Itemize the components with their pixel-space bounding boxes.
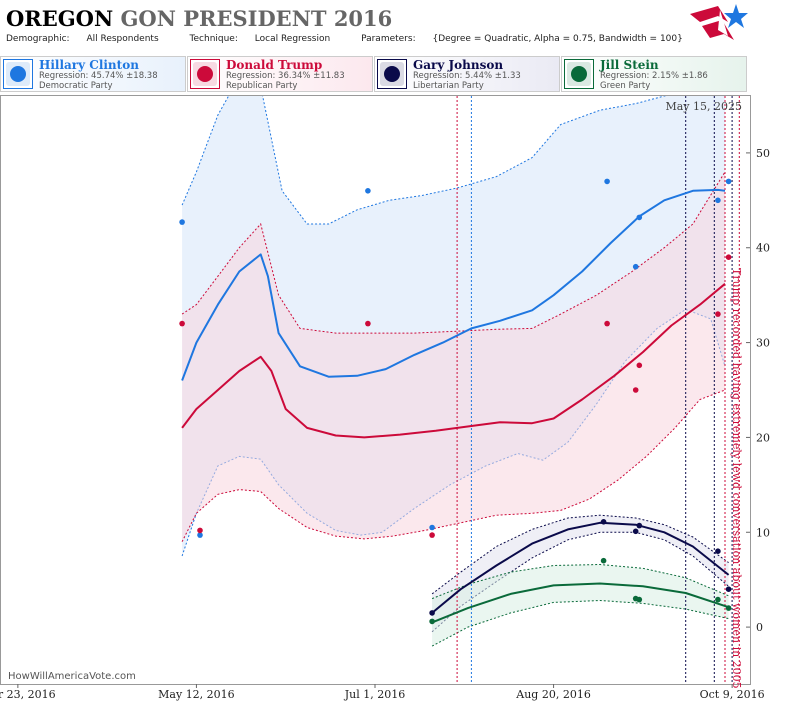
- technique: Technique: Local Regression: [189, 34, 331, 44]
- candidate-name: Donald Trump: [226, 58, 323, 72]
- x-tick-label: Aug 20, 2016: [515, 688, 591, 701]
- poll-point-donald-trump: [632, 387, 639, 393]
- poll-point-hillary-clinton: [429, 524, 435, 531]
- poll-point-hillary-clinton: [604, 178, 610, 185]
- poll-point-donald-trump: [715, 311, 721, 317]
- candidate-card-stein: Jill Stein Regression: 2.15% ±1.86 Green…: [561, 56, 747, 92]
- candidate-name: Hillary Clinton: [39, 58, 139, 72]
- poll-point-donald-trump: [725, 254, 732, 260]
- poll-point-hillary-clinton: [179, 219, 185, 225]
- watermark: HowWillAmericaVote.com: [8, 671, 136, 682]
- upper-bound-gary-johnson: [431, 514, 729, 595]
- rose-icon: [564, 59, 594, 89]
- title-state: OREGON: [6, 6, 114, 31]
- poll-point-donald-trump: [197, 527, 203, 534]
- elephant-icon: [190, 59, 220, 89]
- band-donald-trump: [182, 171, 726, 542]
- poll-point-donald-trump: [604, 320, 610, 327]
- poll-point-gary-johnson: [636, 522, 643, 529]
- candidate-name: Jill Stein: [600, 58, 659, 72]
- y-tick-label: 30: [756, 337, 770, 350]
- regression-line-hillary-clinton: [181, 188, 726, 381]
- statue-of-liberty-icon: [377, 59, 407, 89]
- x-tick-label: Jul 1, 2016: [344, 688, 406, 701]
- poll-point-gary-johnson: [715, 548, 721, 554]
- upper-bound-hillary-clinton: [181, 96, 666, 225]
- regression-lines: [181, 188, 730, 624]
- poll-point-jill-stein: [725, 605, 732, 611]
- poll-point-hillary-clinton: [715, 197, 721, 204]
- poll-point-donald-trump: [429, 532, 435, 538]
- poll-point-gary-johnson: [632, 528, 639, 535]
- candidate-name: Gary Johnson: [413, 58, 504, 72]
- candidate-regression: Regression: 5.44% ±1.33: [413, 71, 521, 81]
- poll-point-hillary-clinton: [636, 214, 643, 221]
- regression-line-jill-stein: [431, 582, 729, 624]
- demographic: Demographic: All Respondents: [6, 34, 159, 44]
- candidate-regression: Regression: 36.34% ±11.83: [226, 71, 345, 81]
- band-gary-johnson: [432, 515, 729, 632]
- x-tick-label: Mar 23, 2016: [0, 688, 56, 701]
- band-jill-stein: [432, 564, 729, 647]
- candidate-party: Green Party: [600, 81, 651, 91]
- title-race: GON PRESIDENT 2016: [120, 6, 393, 31]
- poll-point-gary-johnson: [600, 519, 607, 525]
- poll-point-donald-trump: [636, 362, 643, 369]
- candidate-party: Democratic Party: [39, 81, 113, 91]
- poll-point-hillary-clinton: [365, 188, 371, 194]
- poll-points: [179, 178, 732, 625]
- parameters-line: Demographic: All Respondents Technique: …: [6, 34, 711, 44]
- candidate-card-johnson: Gary Johnson Regression: 5.44% ±1.33 Lib…: [374, 56, 560, 92]
- upper-bound-jill-stein: [431, 563, 729, 600]
- lower-bound-donald-trump: [181, 389, 726, 542]
- y-tick-label: 0: [756, 621, 763, 634]
- candidate-regression: Regression: 45.74% ±18.38: [39, 71, 158, 81]
- poll-point-donald-trump: [365, 320, 371, 327]
- poll-point-gary-johnson: [429, 610, 435, 616]
- candidate-card-trump: Donald Trump Regression: 36.34% ±11.83 R…: [187, 56, 373, 92]
- poll-point-gary-johnson: [725, 586, 732, 592]
- x-tick-label: Oct 9, 2016: [700, 688, 765, 701]
- poll-point-hillary-clinton: [197, 532, 203, 538]
- site-logo-icon: [690, 4, 748, 40]
- confidence-bands: [181, 96, 729, 647]
- poll-point-jill-stein: [429, 618, 435, 625]
- x-axis: Mar 23, 2016 May 12, 2016 Jul 1, 2016 Aug 2…: [0, 684, 765, 701]
- y-tick-label: 50: [756, 147, 770, 160]
- y-tick-label: 20: [756, 431, 770, 444]
- poll-point-hillary-clinton: [725, 178, 732, 185]
- donkey-icon: [3, 59, 33, 89]
- event-annotation: Trump recorded having extremely lewd con…: [730, 268, 743, 689]
- candidate-party: Republican Party: [226, 81, 298, 91]
- y-axis: 0 10 20 30 40 50: [746, 147, 770, 634]
- regression-line-donald-trump: [181, 283, 726, 439]
- date-stamp: May 15, 2025: [665, 100, 742, 113]
- regression-line-gary-johnson: [431, 521, 730, 614]
- poll-point-jill-stein: [636, 596, 643, 603]
- y-tick-label: 40: [756, 242, 770, 255]
- parameters: Parameters: {Degree = Quadratic, Alpha =…: [361, 34, 683, 44]
- candidate-party: Libertarian Party: [413, 81, 484, 91]
- poll-point-jill-stein: [715, 596, 721, 603]
- y-tick-label: 10: [756, 526, 770, 539]
- poll-point-donald-trump: [179, 320, 185, 327]
- lower-bound-jill-stein: [431, 599, 729, 647]
- header: OREGON GON PRESIDENT 2016 Demographic: A…: [0, 0, 789, 55]
- upper-bound-donald-trump: [181, 171, 726, 334]
- candidate-regression: Regression: 2.15% ±1.86: [600, 71, 708, 81]
- x-tick-label: May 12, 2016: [158, 688, 235, 701]
- poll-point-jill-stein: [600, 557, 607, 564]
- candidate-card-clinton: Hillary Clinton Regression: 45.74% ±18.3…: [0, 56, 186, 92]
- poll-point-hillary-clinton: [632, 263, 639, 270]
- event-lines: [456, 96, 740, 684]
- page-title: OREGON GON PRESIDENT 2016: [6, 6, 392, 31]
